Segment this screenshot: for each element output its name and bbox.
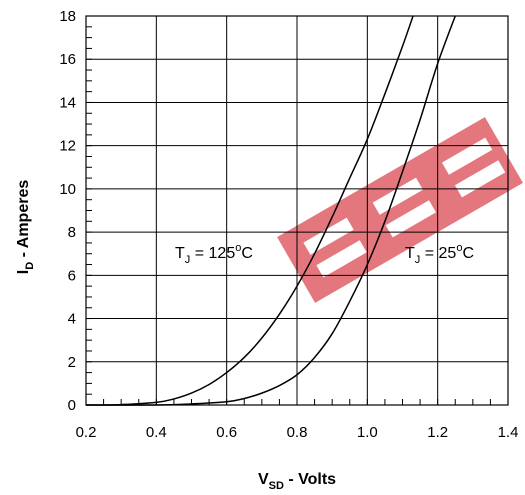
- x-tick-label: 1.0: [357, 424, 378, 441]
- series-label-125c: TJ = 125oC: [175, 242, 253, 266]
- y-tick-label: 16: [59, 51, 76, 68]
- x-tick-label: 0.4: [146, 424, 167, 441]
- y-tick-labels: 0 2 4 6 8 10 12 14 16 18: [59, 8, 76, 414]
- y-tick-label: 14: [59, 94, 76, 111]
- series-line-1: [85, 15, 456, 406]
- watermark-logo: [277, 117, 523, 303]
- y-tick-label: 4: [68, 311, 76, 328]
- series-lines: [85, 15, 456, 406]
- x-tick-label: 0.8: [287, 424, 308, 441]
- x-tick-label: 1.4: [498, 424, 519, 441]
- y-tick-label: 6: [68, 267, 76, 284]
- y-tick-label: 0: [68, 397, 76, 414]
- plot-frame: [85, 15, 509, 406]
- y-tick-label: 8: [68, 224, 76, 241]
- x-tick-label: 0.6: [216, 424, 237, 441]
- x-tick-label: 1.2: [427, 424, 448, 441]
- series-label-25c: TJ = 25oC: [405, 242, 474, 266]
- x-tick-label: 0.2: [76, 424, 97, 441]
- y-axis-title: ID - Amperes: [15, 180, 36, 275]
- x-tick-labels: 0.2 0.4 0.6 0.8 1.0 1.2 1.4: [76, 424, 519, 441]
- series-line-0: [85, 15, 414, 406]
- y-tick-label: 10: [59, 181, 76, 198]
- y-tick-label: 2: [68, 354, 76, 371]
- x-axis-title: VSD - Volts: [258, 471, 336, 492]
- y-tick-label: 18: [59, 8, 76, 25]
- y-tick-label: 12: [59, 138, 76, 155]
